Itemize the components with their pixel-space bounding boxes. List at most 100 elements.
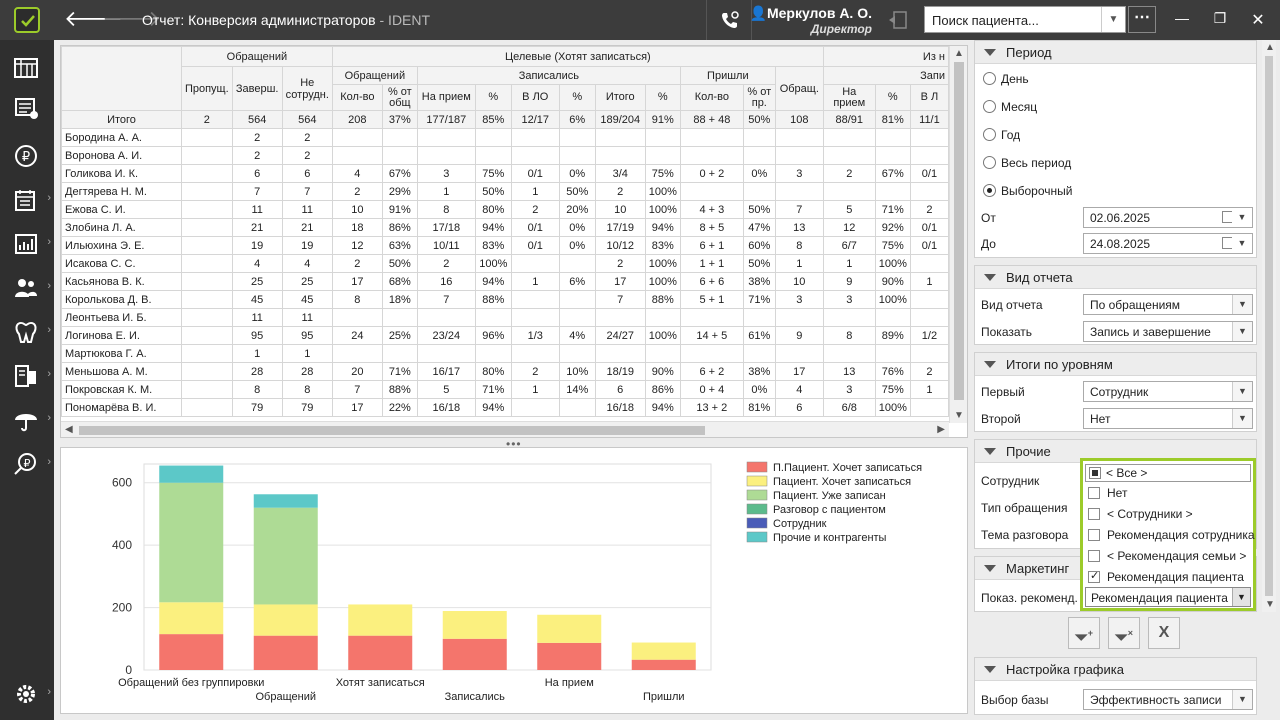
table-row[interactable]: Меньшова А. М. 28 28 20 71% 16/17 80% 2 10% 18/19… <box>61 362 949 381</box>
scroll-thumb[interactable] <box>954 62 964 400</box>
chevron-down-icon[interactable]: ▼ <box>1232 409 1252 428</box>
check-logo-icon[interactable] <box>14 7 40 33</box>
table-row[interactable]: Голикова И. К. 6 6 4 67% 3 75% 0/1 0% 3/4 75% 0 + 2… <box>61 164 949 183</box>
table-row[interactable]: Касьянова В. К. 25 25 17 68% 16 94% 1 6% 17 100% 6 … <box>61 272 949 291</box>
search-input[interactable]: Поиск пациента... ▼ <box>924 6 1126 33</box>
arrow-right-icon[interactable]: 🡒 <box>102 6 161 31</box>
column-header[interactable]: Кол-во <box>331 84 383 111</box>
arrow-left-icon[interactable]: 🡐 <box>64 6 123 31</box>
group-header[interactable]: Целевые (Хотят записаться) <box>331 46 824 67</box>
table-row[interactable]: Пономарёва В. И. 79 79 17 22% 16/18 94% 16/18 94… <box>61 398 949 417</box>
levels-header[interactable]: Итоги по уровням <box>975 353 1256 376</box>
table-row[interactable]: Злобина Л. А. 21 21 18 86% 17/18 94% 0/1 0% 17/19… <box>61 218 949 237</box>
second-level-select[interactable]: Нет ▼ <box>1083 408 1253 429</box>
total-row[interactable]: Итого 2 564 564 208 37% 177/187 85% 12/17 6% 189/2… <box>61 110 949 129</box>
column-header[interactable]: % от общ <box>381 84 418 111</box>
chevron-down-icon[interactable]: ▼ <box>1232 208 1252 227</box>
table-row[interactable]: Бородина А. А. 2 2 <box>61 128 949 147</box>
history-back-button[interactable] <box>880 6 916 34</box>
chevron-down-icon[interactable]: ▼ <box>1232 234 1252 253</box>
table-row[interactable]: Дегтярева Н. М. 7 7 2 29% 1 50% 1 50% 2 100% <box>61 182 949 201</box>
sidebar-item-chart[interactable]: › <box>0 224 54 264</box>
from-date-field[interactable]: 02.06.2025 ▼ <box>1083 207 1253 228</box>
table-row[interactable]: Ильюхина Э. Е. 19 19 12 63% 10/11 83% 0/1 0% 10/1… <box>61 236 949 255</box>
scroll-thumb[interactable] <box>1265 56 1273 596</box>
scroll-up-icon[interactable]: ▲ <box>954 48 964 59</box>
column-header[interactable]: % <box>644 84 681 111</box>
filter-clear-icon[interactable]: ⏷× <box>1108 617 1140 649</box>
chevron-down-icon[interactable]: ▼ <box>1232 382 1252 401</box>
first-level-select[interactable]: Сотрудник ▼ <box>1083 381 1253 402</box>
column-header[interactable]: Обращ. <box>774 66 824 111</box>
close-icon[interactable]: ✕ <box>1251 12 1265 29</box>
radio-circle[interactable] <box>983 128 996 141</box>
subgroup-header[interactable]: Пришли <box>679 66 776 85</box>
checkbox[interactable] <box>1088 569 1100 583</box>
vertical-scrollbar[interactable]: ▲ ▼ <box>949 46 967 423</box>
panel-scrollbar[interactable]: ▲ ▼ <box>1262 40 1276 612</box>
scroll-up-icon[interactable]: ▲ <box>1265 42 1275 53</box>
chevron-down-icon[interactable]: ▼ <box>1101 7 1125 32</box>
column-header[interactable]: % от пр. <box>742 84 776 111</box>
column-header[interactable]: Пропущ. <box>180 66 233 111</box>
sidebar-item-umbrella[interactable]: › <box>0 400 54 440</box>
recommendation-select[interactable]: Рекомендация пациента ▼ <box>1085 587 1251 607</box>
checkbox[interactable] <box>1088 508 1100 520</box>
scroll-left-icon[interactable]: ◀ <box>65 424 73 435</box>
chart-settings-header[interactable]: Настройка графика <box>975 658 1256 681</box>
column-header[interactable]: В Л <box>909 84 949 111</box>
table-row[interactable]: Логинова Е. И. 95 95 24 25% 23/24 96% 1/3 4% 24/2… <box>61 326 949 345</box>
radio-circle[interactable] <box>983 100 996 113</box>
table-row[interactable]: Исакова С. С. 4 4 2 50% 2 100% 2 100% 1 + 1 50% 1 1 1… <box>61 254 949 273</box>
sidebar-item-devices[interactable]: › <box>0 356 54 396</box>
checkbox[interactable] <box>1088 550 1100 562</box>
phone-settings-button[interactable] <box>706 0 752 40</box>
column-header[interactable]: На прием <box>416 84 476 111</box>
table-row[interactable]: Леонтьева И. Б. 11 11 <box>61 308 949 327</box>
radio-circle[interactable] <box>983 184 996 197</box>
column-header[interactable]: Заверш. <box>231 66 283 111</box>
user-box[interactable]: 👤Меркулов А. О. Директор <box>750 2 876 38</box>
column-header[interactable]: Не сотрудн. <box>281 66 333 111</box>
subgroup-header[interactable]: Запи <box>822 66 949 85</box>
scroll-down-icon[interactable]: ▼ <box>1265 599 1275 610</box>
chevron-down-icon[interactable]: ▼ <box>1232 295 1252 314</box>
scroll-thumb[interactable] <box>79 426 705 435</box>
checkbox[interactable] <box>1089 467 1101 479</box>
chevron-down-icon[interactable]: ▼ <box>1232 690 1252 709</box>
column-header[interactable]: На прием <box>822 84 876 111</box>
checkbox[interactable] <box>1088 487 1100 499</box>
subgroup-header[interactable]: Записались <box>416 66 681 85</box>
sidebar-item-records[interactable] <box>0 88 54 128</box>
report-view-header[interactable]: Вид отчета <box>975 266 1256 289</box>
group-header[interactable]: Из н <box>822 46 949 67</box>
radio-circle[interactable] <box>983 156 996 169</box>
restore-icon[interactable]: ❐ <box>1213 10 1227 26</box>
view-select[interactable]: По обращениям ▼ <box>1083 294 1253 315</box>
column-header[interactable]: % <box>474 84 512 111</box>
chevron-down-icon[interactable]: ▼ <box>1232 322 1252 341</box>
column-header[interactable]: Кол-во <box>679 84 744 111</box>
sidebar-item-calendar-report[interactable]: › <box>0 180 54 220</box>
scroll-down-icon[interactable]: ▼ <box>954 410 964 421</box>
scroll-right-icon[interactable]: ▶ <box>937 424 945 435</box>
group-header[interactable]: Обращений <box>180 46 333 67</box>
table-row[interactable]: Воронова А. И. 2 2 <box>61 146 949 165</box>
sidebar-item-ruble[interactable]: ₽ <box>0 136 54 176</box>
period-header[interactable]: Период <box>975 41 1256 64</box>
column-header[interactable]: В ЛО <box>510 84 560 111</box>
sidebar-item-schedule[interactable] <box>0 48 54 88</box>
radio-circle[interactable] <box>983 72 996 85</box>
sidebar-item-users[interactable]: › <box>0 268 54 308</box>
excel-icon[interactable]: X <box>1148 617 1180 649</box>
column-header[interactable]: % <box>558 84 596 111</box>
filter-add-icon[interactable]: ⏷+ <box>1068 617 1100 649</box>
sidebar-item-gear[interactable]: › <box>0 674 54 714</box>
subgroup-header[interactable]: Обращений <box>331 66 418 85</box>
sidebar-item-tooth[interactable]: › <box>0 312 54 352</box>
table-row[interactable]: Мартюкова Г. А. 1 1 <box>61 344 949 363</box>
to-date-field[interactable]: 24.08.2025 ▼ <box>1083 233 1253 254</box>
column-header[interactable]: % <box>874 84 911 111</box>
